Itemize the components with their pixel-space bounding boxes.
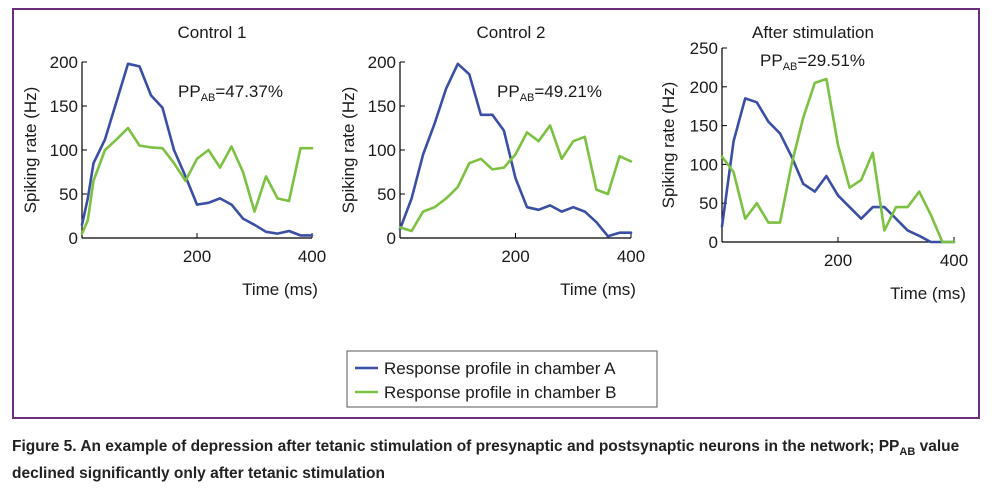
figure-caption: Figure 5. An example of depression after…	[12, 436, 987, 485]
series-line-chamber-a	[80, 62, 314, 237]
legend: Response profile in chamber A Response pr…	[346, 350, 658, 408]
y-axis-label: Spiking rate (Hz)	[21, 87, 40, 214]
y-tick-label: 0	[709, 233, 718, 252]
x-tick-label: 400	[617, 247, 645, 266]
annotation-prefix: PP	[760, 51, 783, 70]
chart-1: 0 50 100 150 200 200 400 Control 1 PPAB=47.37% Sp…	[21, 23, 326, 299]
y-tick-label: 200	[368, 53, 396, 72]
annotation-subscript: AB	[520, 92, 535, 104]
chart-title: Control 1	[178, 23, 247, 42]
figure-frame	[12, 8, 980, 419]
annotation-prefix: PP	[178, 82, 201, 101]
caption-part2: value declined significantly only after …	[12, 438, 960, 483]
y-tick-label: 150	[50, 97, 78, 116]
annotation-value: =47.37%	[215, 82, 283, 101]
chart-2: 0 50 100 150 200 200 400 Control 2 PPAB=49.21% Sp…	[339, 23, 645, 299]
chart-3: 0 50 100 150 200 250 200 400 After stimulation PP…	[659, 23, 968, 303]
series-line-chamber-a	[398, 62, 633, 238]
x-tick-label: 200	[824, 251, 852, 270]
x-axis-label: Time (ms)	[242, 280, 318, 299]
legend-label: Response profile in chamber A	[384, 359, 616, 378]
pp-ab-annotation: PPAB=29.51%	[760, 51, 865, 73]
x-axis-label: Time (ms)	[560, 280, 636, 299]
y-tick-label: 50	[377, 185, 396, 204]
x-tick-label: 400	[940, 251, 968, 270]
series-line-chamber-b	[720, 77, 956, 244]
y-tick-label: 50	[699, 194, 718, 213]
caption-part1: Figure 5. An example of depression after…	[12, 438, 900, 455]
annotation-prefix: PP	[497, 82, 520, 101]
x-tick-label: 200	[183, 247, 211, 266]
y-tick-label: 0	[387, 229, 396, 248]
x-axis-label: Time (ms)	[890, 284, 966, 303]
y-tick-label: 200	[50, 53, 78, 72]
y-tick-label: 250	[690, 39, 718, 58]
y-tick-label: 0	[69, 229, 78, 248]
y-tick-label: 50	[59, 185, 78, 204]
annotation-value: =49.21%	[534, 82, 602, 101]
y-tick-label: 100	[690, 155, 718, 174]
annotation-subscript: AB	[201, 92, 216, 104]
caption-subscript: AB	[899, 446, 916, 459]
chart-title: Control 2	[477, 23, 546, 42]
y-tick-label: 150	[690, 117, 718, 136]
annotation-subscript: AB	[783, 61, 798, 73]
y-axis-label: Spiking rate (Hz)	[659, 82, 678, 209]
pp-ab-annotation: PPAB=49.21%	[497, 82, 602, 104]
series-line-chamber-b	[398, 124, 633, 233]
y-tick-label: 150	[368, 97, 396, 116]
y-tick-label: 200	[690, 78, 718, 97]
y-tick-label: 100	[368, 141, 396, 160]
series-line-chamber-b	[80, 126, 314, 235]
x-tick-label: 200	[501, 247, 529, 266]
legend-label: Response profile in chamber B	[384, 383, 616, 402]
legend-box	[346, 350, 658, 408]
y-axis-label: Spiking rate (Hz)	[339, 87, 358, 214]
x-tick-label: 400	[298, 247, 326, 266]
y-tick-label: 100	[50, 141, 78, 160]
pp-ab-annotation: PPAB=47.37%	[178, 82, 283, 104]
annotation-value: =29.51%	[797, 51, 865, 70]
series-line-chamber-a	[720, 97, 956, 244]
chart-title: After stimulation	[752, 23, 874, 42]
